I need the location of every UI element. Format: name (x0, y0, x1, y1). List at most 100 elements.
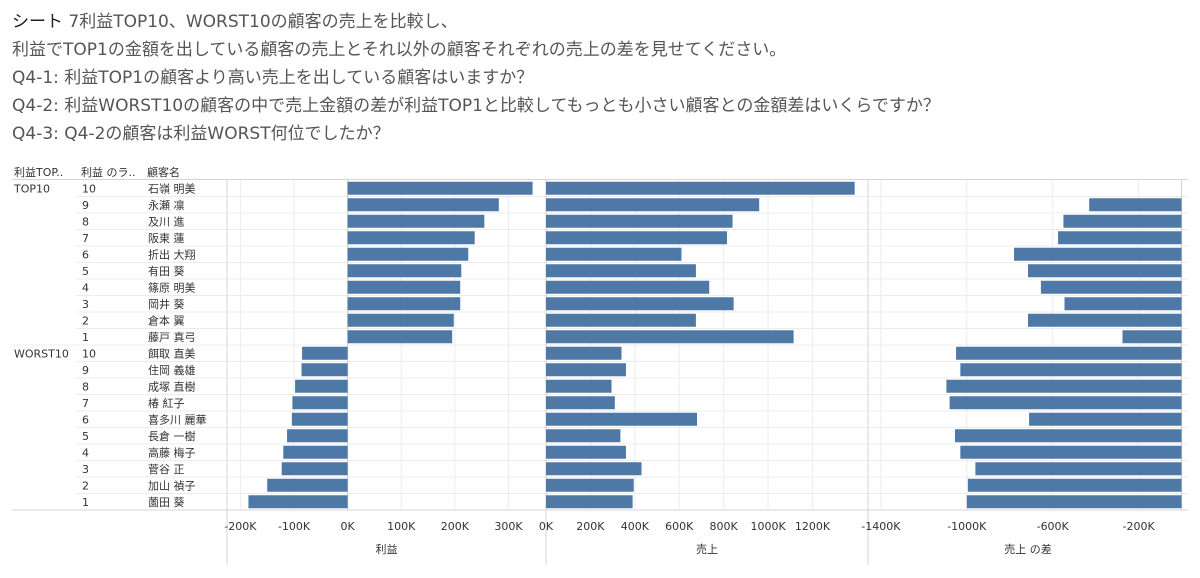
bar-sales[interactable] (546, 330, 794, 344)
sheet-label: シート (12, 12, 63, 32)
bar-profit[interactable] (248, 495, 348, 509)
bar-diff[interactable] (1040, 280, 1182, 294)
customer-name: 成塚 直樹 (148, 379, 196, 393)
bar-profit[interactable] (347, 198, 499, 212)
column-header-group[interactable]: 利益TOP.. (14, 166, 64, 179)
bar-sales[interactable] (546, 462, 642, 476)
customer-name: 餌取 直美 (148, 346, 196, 360)
bar-sales[interactable] (546, 495, 633, 509)
bar-profit[interactable] (347, 231, 475, 245)
bar-profit[interactable] (301, 363, 348, 377)
bar-profit[interactable] (287, 429, 348, 443)
tick-label: 0K (539, 520, 554, 533)
bar-diff[interactable] (1014, 247, 1182, 261)
customer-name: 倉本 翼 (148, 313, 185, 327)
bar-sales[interactable] (546, 412, 698, 426)
sheet-header: シート 7利益TOP10、WORST10の顧客の売上を比較し、 利益でTOP1の… (12, 8, 1192, 148)
rank-label: 8 (82, 215, 89, 228)
axis-title: 売上 の差 (1004, 542, 1052, 556)
bar-diff[interactable] (967, 478, 1182, 492)
rank-label: 2 (82, 479, 89, 492)
bar-profit[interactable] (295, 379, 348, 393)
bar-diff[interactable] (1028, 264, 1182, 278)
bar-sales[interactable] (546, 313, 696, 327)
bar-diff[interactable] (1122, 330, 1182, 344)
header-line-1-text: 7利益TOP10、WORST10の顧客の売上を比較し、 (63, 12, 458, 32)
rank-label: 3 (82, 298, 89, 311)
tick-label: -1400K (861, 520, 901, 533)
bar-profit[interactable] (283, 445, 348, 459)
rank-label: 6 (82, 248, 89, 261)
customer-name: 岡井 葵 (148, 297, 185, 311)
customer-name: 加山 禎子 (148, 479, 196, 492)
bar-diff[interactable] (966, 495, 1182, 509)
rank-label: 1 (82, 331, 89, 344)
bar-sales[interactable] (546, 280, 710, 294)
bar-sales[interactable] (546, 198, 760, 212)
bar-diff[interactable] (960, 363, 1182, 377)
tick-label: 1000K (750, 520, 786, 533)
bar-diff[interactable] (1064, 297, 1182, 311)
bar-profit[interactable] (347, 247, 469, 261)
bar-diff[interactable] (956, 346, 1182, 360)
bar-profit[interactable] (281, 462, 348, 476)
bar-profit[interactable] (291, 412, 348, 426)
bar-sales[interactable] (546, 264, 696, 278)
bar-sales[interactable] (546, 379, 612, 393)
rank-label: 5 (82, 265, 89, 278)
customer-name: 薗田 葵 (148, 496, 185, 509)
bar-diff[interactable] (1089, 198, 1182, 212)
bar-sales[interactable] (546, 396, 615, 410)
bar-profit[interactable] (347, 264, 462, 278)
bar-diff[interactable] (960, 445, 1182, 459)
bar-profit[interactable] (347, 214, 485, 228)
customer-name: 永瀬 凛 (148, 198, 185, 212)
tick-label: 800K (710, 520, 739, 533)
bar-sales[interactable] (546, 346, 622, 360)
bar-profit[interactable] (292, 396, 348, 410)
header-line-2: 利益でTOP1の金額を出している顧客の売上とそれ以外の顧客それぞれの売上の差を見… (12, 40, 787, 60)
tick-label: 600K (665, 520, 694, 533)
bar-profit[interactable] (347, 280, 461, 294)
bar-profit[interactable] (347, 313, 454, 327)
bar-diff[interactable] (975, 462, 1182, 476)
bar-diff[interactable] (1028, 313, 1182, 327)
bar-diff[interactable] (1063, 214, 1182, 228)
bar-profit[interactable] (267, 478, 348, 492)
customer-name: 住岡 義雄 (148, 363, 196, 377)
bar-sales[interactable] (546, 297, 734, 311)
bar-diff[interactable] (1029, 412, 1182, 426)
customer-name: 阪東 蓮 (148, 231, 185, 245)
rank-label: 9 (82, 364, 89, 377)
rank-label: 6 (82, 413, 89, 426)
tick-label: 200K (576, 520, 605, 533)
rank-label: 2 (82, 314, 89, 327)
bar-sales[interactable] (546, 231, 727, 245)
bar-sales[interactable] (546, 445, 626, 459)
bar-sales[interactable] (546, 478, 634, 492)
customer-name: 石嶺 明美 (148, 182, 196, 195)
bar-sales[interactable] (546, 247, 682, 261)
bar-diff[interactable] (1058, 231, 1182, 245)
rank-label: 8 (82, 380, 89, 393)
column-header-rank[interactable]: 利益 のラ.. (81, 166, 136, 179)
tick-label: 400K (621, 520, 650, 533)
customer-name: 高藤 梅子 (148, 445, 196, 459)
bar-profit[interactable] (302, 346, 348, 360)
bar-sales[interactable] (546, 181, 855, 195)
bar-sales[interactable] (546, 429, 621, 443)
rank-label: 7 (82, 397, 89, 410)
bar-sales[interactable] (546, 363, 626, 377)
rank-label: 4 (82, 281, 89, 294)
bar-profit[interactable] (347, 330, 453, 344)
bar-sales[interactable] (546, 214, 733, 228)
column-header-customer[interactable]: 顧客名 (147, 166, 180, 179)
rank-label: 10 (82, 347, 96, 360)
tick-label: -1000K (947, 520, 987, 533)
bar-profit[interactable] (347, 297, 461, 311)
bar-profit[interactable] (347, 181, 533, 195)
bar-diff[interactable] (949, 396, 1182, 410)
bar-diff[interactable] (946, 379, 1182, 393)
bar-diff[interactable] (954, 429, 1182, 443)
